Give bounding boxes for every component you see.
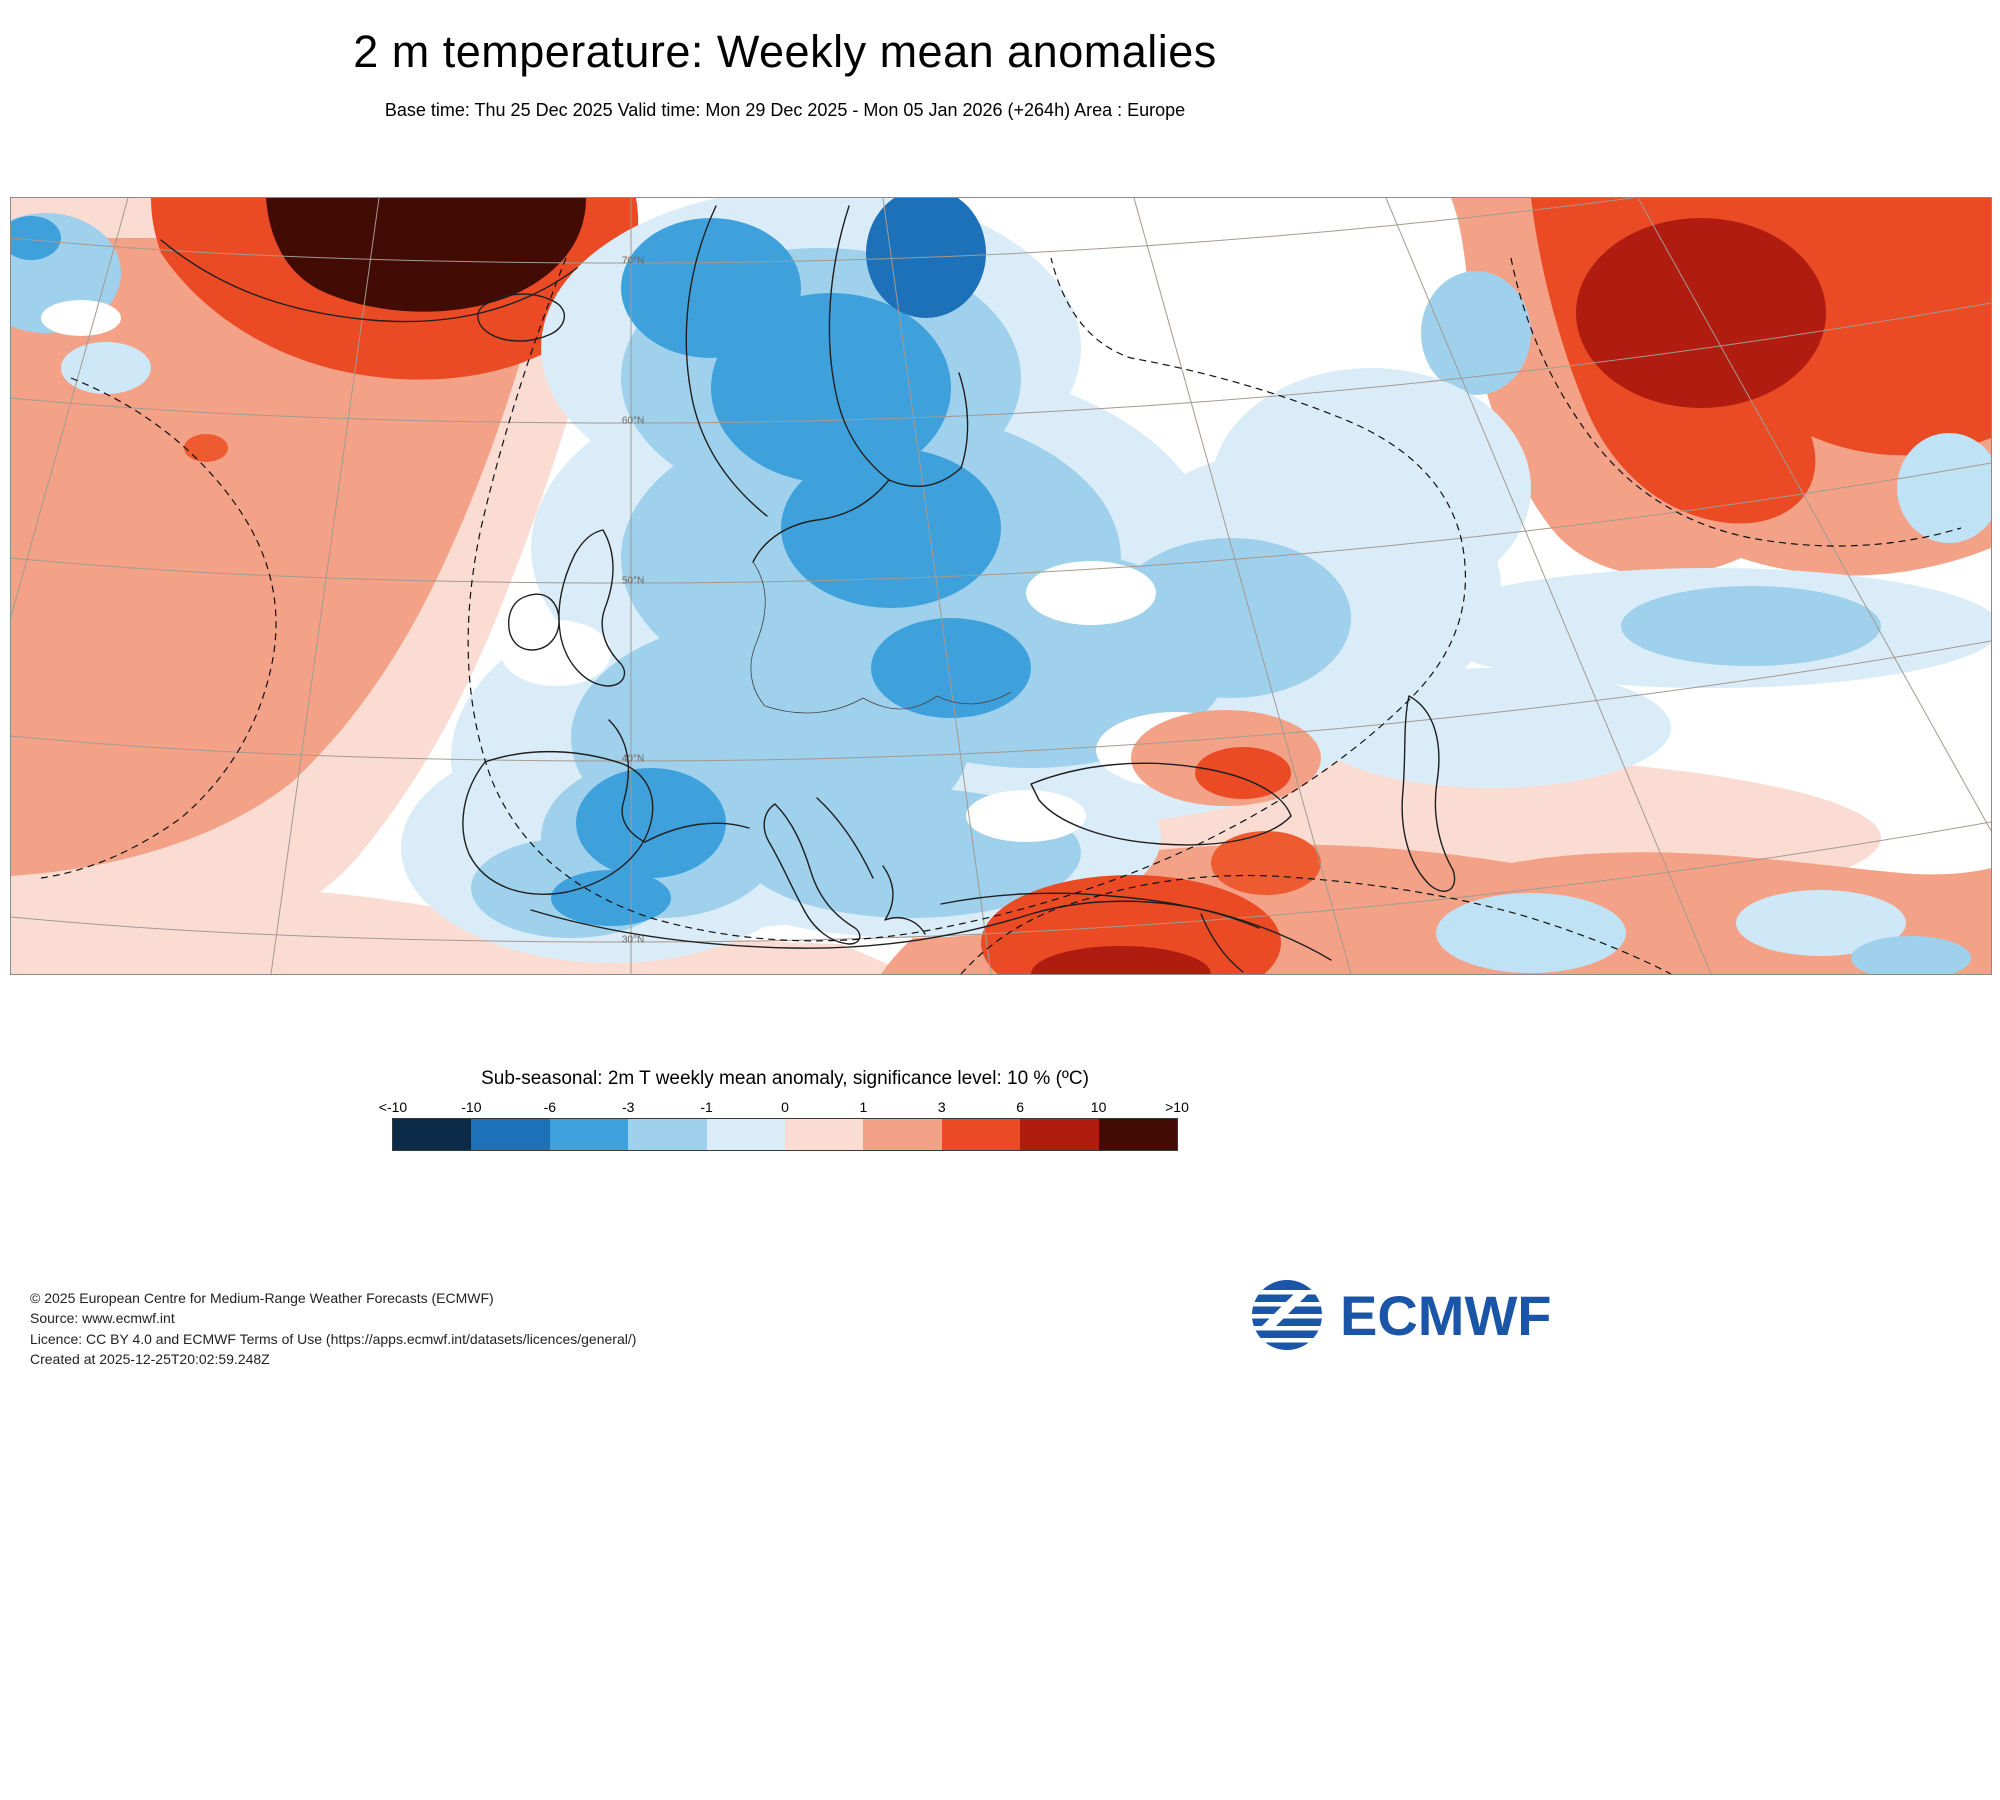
colorbar-tick-label: 1 xyxy=(859,1099,868,1115)
colorbar-cell xyxy=(628,1119,707,1150)
colorbar-cell xyxy=(706,1119,786,1150)
colorbar-tick-label: -3 xyxy=(621,1099,635,1115)
footer-line: © 2025 European Centre for Medium-Range … xyxy=(30,1290,494,1306)
footer-lines: © 2025 European Centre for Medium-Range … xyxy=(30,1288,636,1369)
colorbar-cell xyxy=(941,1119,1021,1150)
colorbar-tick-label: 10 xyxy=(1090,1099,1107,1115)
ecmwf-emblem-icon xyxy=(1252,1280,1322,1350)
footer-line: Created at 2025-12-25T20:02:59.248Z xyxy=(30,1350,270,1367)
colorbar-cell xyxy=(1098,1119,1178,1150)
colorbar-tick-label: -6 xyxy=(543,1099,557,1115)
footer-line: Source: www.ecmwf.int xyxy=(30,1310,175,1327)
legend: Sub-seasonal: 2m T weekly mean anomaly, … xyxy=(379,1068,1189,1151)
colorbar-cell xyxy=(863,1119,942,1150)
colorbar-ticks: <-10 -10 -6 -3 -1 0 1 3 6 10 >10 xyxy=(379,1099,1189,1119)
map-svg xyxy=(11,198,1991,974)
colorbar xyxy=(392,1118,1178,1151)
footer-line: Licence: CC BY 4.0 and ECMWF Terms of Us… xyxy=(30,1330,637,1347)
colorbar-cell xyxy=(549,1119,629,1150)
ecmwf-logo-text: ECMWF xyxy=(1340,1283,1552,1347)
legend-label: Sub-seasonal: 2m T weekly mean anomaly, … xyxy=(481,1068,1089,1089)
colorbar-tick-label: 0 xyxy=(781,1099,789,1115)
anomaly-map: 70°N 60°N 50°N 40°N 30°N xyxy=(10,197,1992,975)
colorbar-tick-label: -10 xyxy=(461,1099,482,1115)
colorbar-tick-label: <-10 xyxy=(378,1099,408,1115)
page-title: 2 m temperature: Weekly mean anomalies xyxy=(353,26,1217,77)
colorbar-cell xyxy=(1020,1119,1099,1150)
colorbar-tick-label: 6 xyxy=(1016,1099,1025,1115)
page-subtitle: Base time: Thu 25 Dec 2025 Valid time: M… xyxy=(384,100,1186,120)
colorbar-cell xyxy=(393,1119,472,1150)
colorbar-cell xyxy=(785,1119,864,1150)
colorbar-tick-label: -1 xyxy=(700,1099,713,1115)
colorbar-tick-label: >10 xyxy=(1165,1099,1189,1115)
ecmwf-logo: ECMWF xyxy=(1250,1278,1552,1352)
colorbar-tick-label: 3 xyxy=(937,1099,946,1115)
colorbar-cell xyxy=(471,1119,550,1150)
